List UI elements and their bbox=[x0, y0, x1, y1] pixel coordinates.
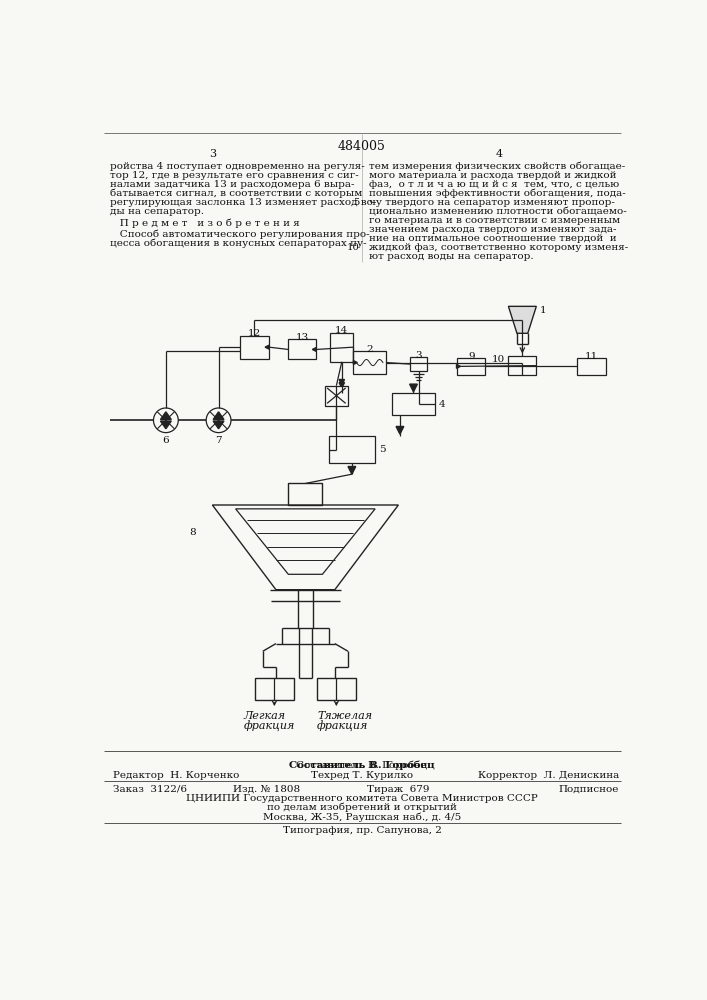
Text: по делам изобретений и открытий: по делам изобретений и открытий bbox=[267, 803, 457, 812]
Bar bbox=[317, 678, 356, 700]
Text: 11: 11 bbox=[585, 352, 598, 361]
Text: фракция: фракция bbox=[317, 720, 368, 731]
Text: налами задатчика 13 и расходомера 6 выра-: налами задатчика 13 и расходомера 6 выра… bbox=[110, 180, 355, 189]
Text: Корректор  Л. Денискина: Корректор Л. Денискина bbox=[478, 771, 619, 780]
Text: цесса обогащения в конусных сепараторах пу-: цесса обогащения в конусных сепараторах … bbox=[110, 238, 367, 248]
Polygon shape bbox=[396, 426, 404, 434]
Polygon shape bbox=[265, 345, 269, 349]
Text: 9: 9 bbox=[468, 352, 474, 361]
Text: 4: 4 bbox=[438, 400, 445, 409]
Text: Способ автоматического регулирования про-: Способ автоматического регулирования про… bbox=[110, 229, 370, 239]
Polygon shape bbox=[409, 384, 417, 392]
Text: П р е д м е т   и з о б р е т е н и я: П р е д м е т и з о б р е т е н и я bbox=[110, 218, 300, 228]
Text: Составитель В. Горобец: Составитель В. Горобец bbox=[296, 761, 428, 770]
Bar bbox=[577, 358, 606, 375]
Bar bbox=[288, 339, 316, 359]
Text: Легкая: Легкая bbox=[243, 711, 286, 721]
Text: регулирующая заслонка 13 изменяет расход во-: регулирующая заслонка 13 изменяет расход… bbox=[110, 198, 376, 207]
Text: батывается сигнал, в соответствии с которым: батывается сигнал, в соответствии с кото… bbox=[110, 189, 363, 198]
Bar bbox=[354, 351, 386, 374]
Text: 5: 5 bbox=[379, 445, 385, 454]
Text: 10: 10 bbox=[491, 355, 505, 364]
Text: мого материала и расхода твердой и жидкой: мого материала и расхода твердой и жидко… bbox=[369, 171, 617, 180]
Text: ЦНИИПИ Государственного комитета Совета Министров СССР: ЦНИИПИ Государственного комитета Совета … bbox=[186, 794, 538, 803]
Bar bbox=[240, 336, 269, 359]
Polygon shape bbox=[508, 306, 537, 333]
Polygon shape bbox=[457, 364, 460, 368]
Text: тем измерения физических свойств обогащае-: тем измерения физических свойств обогаща… bbox=[369, 162, 625, 171]
Text: Редактор  Н. Корченко: Редактор Н. Корченко bbox=[113, 771, 240, 780]
Polygon shape bbox=[160, 421, 171, 429]
Polygon shape bbox=[213, 421, 224, 429]
Polygon shape bbox=[312, 348, 316, 351]
Text: ционально изменению плотности обогащаемо-: ционально изменению плотности обогащаемо… bbox=[369, 207, 626, 216]
Text: чу твердого на сепаратор изменяют пропор-: чу твердого на сепаратор изменяют пропор… bbox=[369, 198, 615, 207]
Text: Заказ  3122/6: Заказ 3122/6 bbox=[113, 785, 187, 794]
Text: 6: 6 bbox=[163, 436, 169, 445]
Text: 484005: 484005 bbox=[338, 140, 386, 153]
Bar bbox=[288, 483, 322, 505]
Text: 3: 3 bbox=[415, 351, 422, 360]
Text: Техред Т. Курилко: Техред Т. Курилко bbox=[311, 771, 413, 780]
Text: го материала и в соответствии с измеренным: го материала и в соответствии с измеренн… bbox=[369, 216, 620, 225]
Text: Подписное: Подписное bbox=[559, 785, 619, 794]
Text: 13: 13 bbox=[296, 333, 309, 342]
Text: 7: 7 bbox=[215, 436, 222, 445]
Bar bbox=[329, 436, 375, 463]
Text: 12: 12 bbox=[247, 329, 261, 338]
Text: Тираж  679: Тираж 679 bbox=[367, 785, 430, 794]
Bar bbox=[410, 357, 427, 371]
Text: 2: 2 bbox=[366, 345, 373, 354]
Text: значением расхода твердого изменяют зада-: значением расхода твердого изменяют зада… bbox=[369, 225, 617, 234]
Bar bbox=[508, 356, 537, 375]
Text: Составитель В. Горобец: Составитель В. Горобец bbox=[289, 761, 435, 770]
Bar bbox=[330, 333, 354, 362]
Text: Москва, Ж-35, Раушская наб., д. 4/5: Москва, Ж-35, Раушская наб., д. 4/5 bbox=[263, 812, 461, 822]
Text: 5: 5 bbox=[354, 198, 360, 207]
Text: 8: 8 bbox=[189, 528, 196, 537]
Text: ды на сепаратор.: ды на сепаратор. bbox=[110, 207, 204, 216]
Text: повышения эффективности обогащения, пода-: повышения эффективности обогащения, пода… bbox=[369, 189, 626, 198]
Text: жидкой фаз, соответственно которому изменя-: жидкой фаз, соответственно которому изме… bbox=[369, 243, 629, 252]
Text: Тяжелая: Тяжелая bbox=[317, 711, 372, 721]
Bar bbox=[255, 678, 293, 700]
Polygon shape bbox=[339, 383, 344, 388]
Text: ют расход воды на сепаратор.: ют расход воды на сепаратор. bbox=[369, 252, 534, 261]
Bar bbox=[325, 386, 348, 406]
Text: 1: 1 bbox=[540, 306, 547, 315]
Polygon shape bbox=[348, 466, 356, 474]
Text: фаз,  о т л и ч а ю щ и й с я  тем, что, с целью: фаз, о т л и ч а ю щ и й с я тем, что, с… bbox=[369, 180, 619, 189]
Text: фракция: фракция bbox=[243, 720, 295, 731]
Text: ние на оптимальное соотношение твердой  и: ние на оптимальное соотношение твердой и bbox=[369, 234, 617, 243]
Text: Типография, пр. Сапунова, 2: Типография, пр. Сапунова, 2 bbox=[283, 826, 441, 835]
Text: Изд. № 1808: Изд. № 1808 bbox=[233, 785, 300, 794]
Polygon shape bbox=[213, 412, 224, 420]
Text: ройства 4 поступает одновременно на регуля-: ройства 4 поступает одновременно на регу… bbox=[110, 162, 365, 171]
Text: 3: 3 bbox=[209, 149, 216, 159]
Polygon shape bbox=[339, 379, 344, 385]
Polygon shape bbox=[160, 412, 171, 420]
Text: тор 12, где в результате его сравнения с сиг-: тор 12, где в результате его сравнения с… bbox=[110, 171, 359, 180]
Text: 14: 14 bbox=[335, 326, 349, 335]
Bar bbox=[457, 358, 485, 375]
Polygon shape bbox=[354, 361, 357, 364]
Text: 10: 10 bbox=[346, 243, 360, 252]
Text: 4: 4 bbox=[496, 149, 503, 159]
Bar bbox=[392, 393, 435, 415]
